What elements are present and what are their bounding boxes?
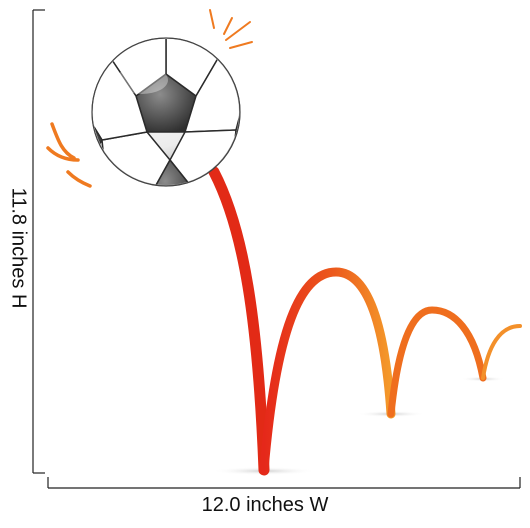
soccer-ball-icon (91, 37, 241, 187)
height-dimension-bracket (32, 9, 45, 474)
height-label: 11.8 inches H (7, 187, 30, 309)
impact-burst-icon (46, 122, 92, 188)
width-dimension-bracket (47, 477, 521, 489)
height-dimension: 11.8 inches H (0, 0, 30, 523)
width-label: 12.0 inches W (201, 494, 329, 516)
motion-lines (209, 9, 253, 49)
bounce-trail (208, 166, 522, 476)
